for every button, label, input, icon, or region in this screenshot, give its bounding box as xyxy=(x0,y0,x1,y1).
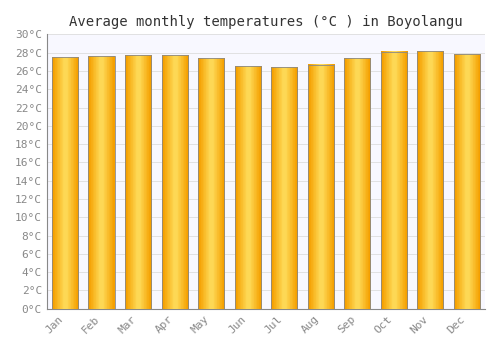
Bar xyxy=(162,55,188,309)
Bar xyxy=(308,64,334,309)
Bar xyxy=(125,55,152,309)
Bar xyxy=(454,55,480,309)
Bar xyxy=(271,67,297,309)
Bar xyxy=(198,58,224,309)
Bar xyxy=(52,57,78,309)
Bar xyxy=(380,52,407,309)
Title: Average monthly temperatures (°C ) in Boyolangu: Average monthly temperatures (°C ) in Bo… xyxy=(69,15,462,29)
Bar xyxy=(417,51,444,309)
Bar xyxy=(344,58,370,309)
Bar xyxy=(88,56,115,309)
Bar xyxy=(234,66,261,309)
